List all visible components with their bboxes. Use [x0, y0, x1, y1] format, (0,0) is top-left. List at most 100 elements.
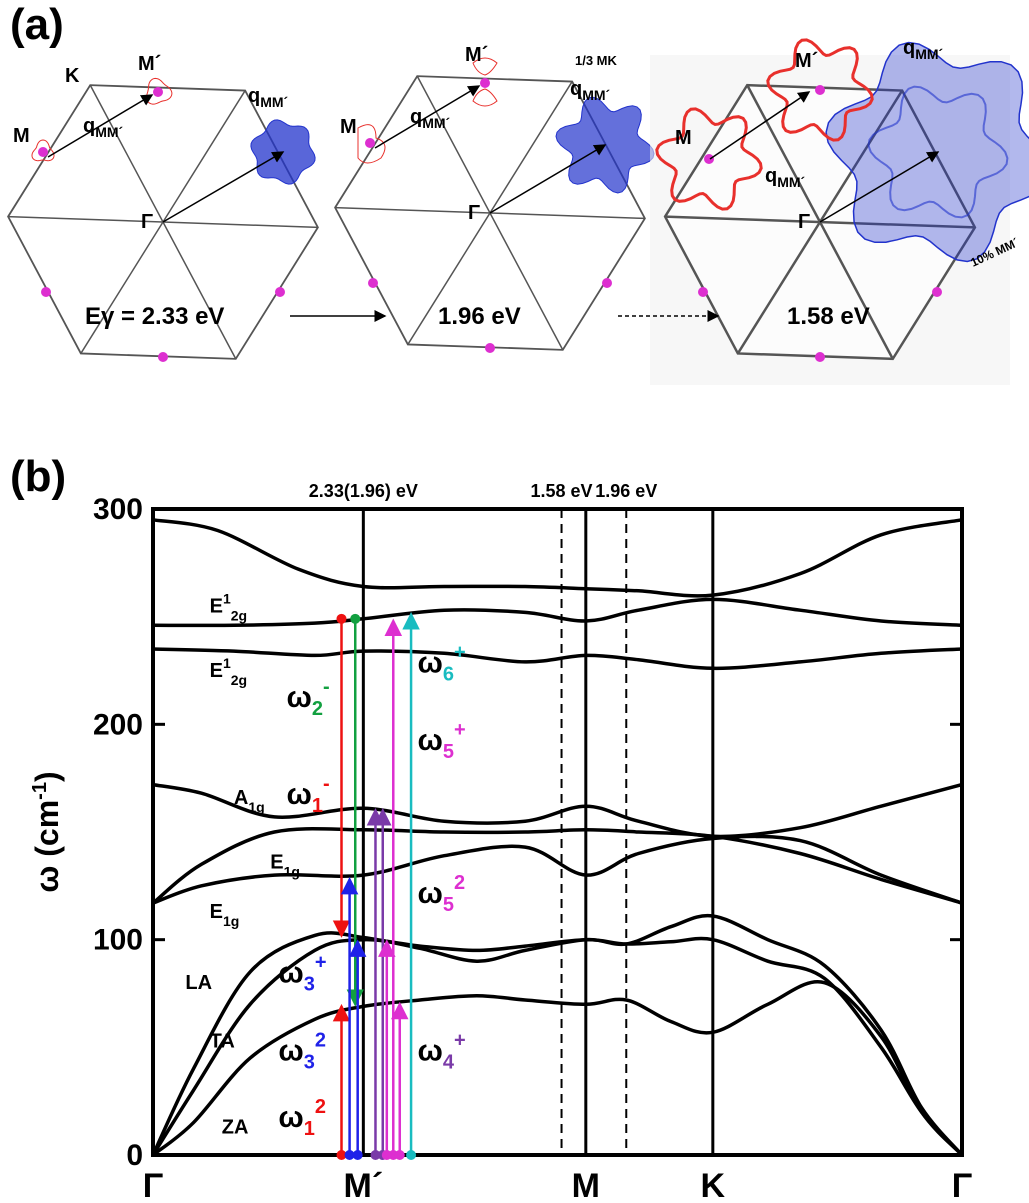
branch-label: TA [210, 1030, 235, 1052]
branch-E1g-a [152, 834, 963, 905]
fermi-contour-Mp [766, 38, 874, 142]
mode-label: ω52 [418, 872, 466, 916]
phonon-dispersion-chart: 0 100 200 300 ω (cm-1) Γ M´ M K Γ 1.58 eV 1.96 eV 2.… [29, 481, 972, 1203]
transition-start-dot [394, 1150, 405, 1160]
mode-label: ω6+ [418, 642, 466, 686]
y-axis-label: ω (cm-1) [29, 771, 65, 892]
Mp-point [815, 85, 825, 95]
q-vector-Gamma [162, 151, 285, 223]
transition-start-dot [344, 1150, 355, 1160]
Mp-point [153, 87, 163, 97]
fermi-contour-M [655, 107, 763, 211]
branch-TA [151, 936, 964, 1157]
branch-ZA [151, 980, 964, 1157]
label-K: K [65, 65, 80, 87]
panel-b-label: (b) [10, 452, 67, 501]
M-point [365, 138, 375, 148]
label-M: M [675, 127, 692, 149]
energy-line-label: 1.96 eV [595, 481, 657, 501]
branch-label: LA [185, 972, 212, 994]
x-tick-label: Γ [952, 1167, 972, 1203]
label-Mp: M´ [465, 44, 488, 66]
high-symmetry-point [698, 287, 708, 297]
label-q-MMp-blob: qMM´ [248, 85, 289, 110]
high-symmetry-point [815, 352, 825, 362]
branch-label: E12g [210, 590, 247, 623]
fermi-contour-M [357, 124, 386, 164]
mode-label: ω2- [286, 676, 329, 720]
label-Mp: M´ [795, 50, 818, 72]
Mp-point [480, 78, 490, 88]
mode-label: ω3+ [278, 952, 326, 996]
transition-start-dot [381, 1150, 392, 1160]
high-symmetry-point [275, 287, 285, 297]
x-tick-label: K [701, 1167, 726, 1203]
q-distribution-inner [867, 85, 1009, 219]
x-tick-label: Γ [143, 1167, 163, 1203]
transition-start-dot [350, 613, 361, 624]
transition-start-dot [352, 1150, 363, 1160]
high-symmetry-point [41, 287, 51, 297]
mode-label: ω5+ [418, 719, 466, 763]
branch-E12g-a [152, 647, 963, 671]
M-point [704, 154, 714, 164]
label-q-MMp-blob: qMM´ [570, 78, 611, 103]
branch-label: E1g [210, 901, 240, 929]
branch-E1g-b [151, 827, 963, 905]
mode-label: ω12 [278, 1096, 326, 1140]
transition-start-dot [336, 613, 347, 624]
fermi-contour-Mp [146, 77, 173, 105]
y-tick-label: 300 [93, 493, 143, 526]
branch-LA [151, 913, 964, 1157]
high-symmetry-point [602, 278, 612, 288]
mode-label: ω1- [286, 773, 329, 817]
y-tick-label: 200 [93, 708, 143, 741]
branch-E12g-c [152, 518, 963, 598]
transition-start-dot [336, 1150, 347, 1160]
branch-label: A1g [234, 787, 265, 815]
branch-E12g-b [152, 597, 963, 628]
y-tick-label: 100 [93, 924, 143, 957]
x-tick-label: M´ [344, 1167, 384, 1203]
M-point [38, 147, 48, 157]
fermi-contour-M [31, 139, 55, 162]
panel-a-label: (a) [10, 0, 64, 49]
energy-label-2: 1.96 eV [438, 303, 521, 330]
y-tick-label: 0 [126, 1139, 143, 1172]
transition-start-dot [370, 1150, 381, 1160]
branch-A1g [152, 782, 963, 839]
label-Gamma: Γ [468, 202, 480, 224]
label-Gamma: Γ [141, 211, 153, 233]
q-vector-M-Mp [374, 85, 481, 149]
transition-start-dot [406, 1150, 417, 1160]
energy-line-label: 1.58 eV [531, 481, 593, 501]
q-vector-Gamma [489, 144, 607, 214]
label-one-third-MK: 1/3 MK [575, 53, 618, 68]
high-symmetry-point [158, 352, 168, 362]
mode-label: ω4+ [418, 1029, 466, 1073]
energy-label-3: 1.58 eV [787, 303, 870, 330]
label-M: M [13, 125, 30, 147]
branch-label: E12g [210, 655, 247, 688]
high-symmetry-point [368, 278, 378, 288]
high-symmetry-point [932, 287, 942, 297]
energy-label-1: Eγ = 2.33 eV [85, 303, 224, 330]
label-Mp: M´ [138, 53, 161, 75]
q-vector-M-Mp [47, 94, 154, 158]
label-M: M [340, 116, 357, 138]
label-q-MMp-blob: qMM´ [903, 37, 944, 62]
q-vector-M-Mp [709, 91, 811, 160]
q-vector-Gamma [819, 151, 940, 223]
x-tick-label: M [572, 1167, 600, 1203]
fermi-contour-Mp-upper [472, 57, 498, 76]
high-symmetry-point [485, 343, 495, 353]
top-energy-label: 2.33(1.96) eV [309, 481, 418, 501]
label-Gamma: Γ [798, 211, 810, 233]
mode-label: ω32 [278, 1029, 326, 1073]
branch-label: ZA [222, 1116, 249, 1138]
